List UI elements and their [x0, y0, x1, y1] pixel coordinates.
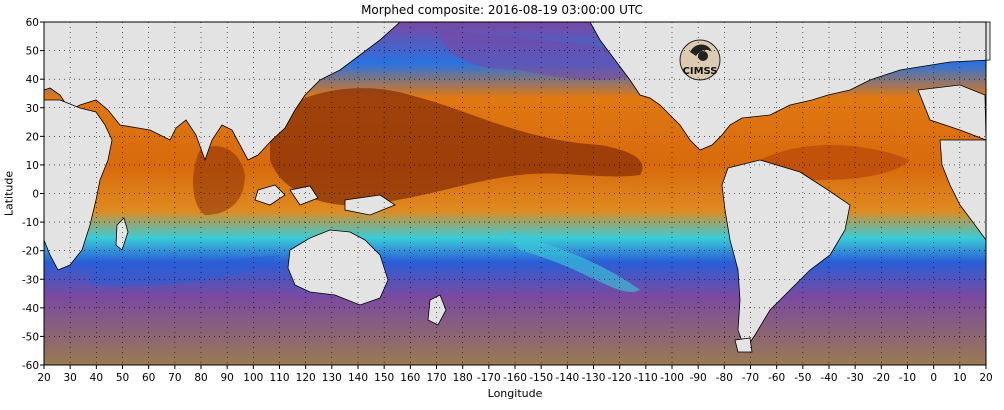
y-tick-label: -50: [22, 331, 39, 343]
x-tick-label: -80: [716, 372, 733, 384]
x-tick-label: 20: [37, 372, 50, 384]
x-tick-label: 60: [142, 372, 155, 384]
south-indian-moist-band: [90, 255, 280, 287]
x-tick-label: -140: [555, 372, 579, 384]
x-tick-label: 40: [90, 372, 103, 384]
eurasia-land: [43, 21, 402, 162]
x-tick-label: -160: [503, 372, 527, 384]
very-wet-region-pacific: [270, 88, 643, 206]
x-tick-label: -130: [582, 372, 606, 384]
x-tick-label: -60: [768, 372, 785, 384]
x-tick-label: 180: [453, 372, 473, 384]
y-tick-label: 40: [26, 74, 39, 86]
x-tick-label: 100: [243, 372, 263, 384]
north-pacific-dry: [440, 30, 660, 80]
y-tick-label: 30: [26, 103, 39, 115]
new-zealand-land: [427, 294, 447, 326]
x-tick-label: 110: [269, 372, 289, 384]
y-tick-label: 10: [26, 160, 39, 172]
x-tick-label: 20: [979, 372, 992, 384]
x-tick-label: 160: [400, 372, 420, 384]
africa-land: [43, 99, 113, 271]
y-tick-label: -40: [22, 303, 39, 315]
x-tick-label: -20: [873, 372, 890, 384]
x-tick-label: 120: [296, 372, 316, 384]
y-tick-labels: 60 50 40 30 20 10 0 -10 -20 -30 -40 -50 -60: [22, 17, 44, 372]
south-america-land: [721, 159, 851, 351]
x-tick-label: -70: [742, 372, 759, 384]
y-tick-label: -60: [22, 360, 39, 372]
x-tick-label: 10: [953, 372, 966, 384]
x-tick-label: 70: [168, 372, 181, 384]
map-plot-area: CIMSS: [43, 21, 991, 366]
x-tick-label: -110: [634, 372, 658, 384]
x-tick-label: 170: [426, 372, 446, 384]
y-tick-label: 60: [26, 17, 39, 29]
x-tick-label: -90: [690, 372, 707, 384]
very-wet-region-indian: [193, 146, 245, 215]
sumatra-land: [254, 184, 286, 206]
tierra-del-fuego-land: [734, 337, 753, 353]
x-tick-label: 50: [116, 372, 129, 384]
madagascar-land: [115, 217, 129, 251]
x-tick-label: -120: [608, 372, 632, 384]
x-tick-labels: 20 30 40 50 60 70 80 90 100 110 120 130 140 150 160 170…: [37, 365, 993, 384]
y-tick-label: 0: [32, 189, 39, 201]
x-tick-label: -100: [660, 372, 684, 384]
south-pacific-moist-streak: [500, 230, 640, 292]
map-title: Morphed composite: 2016-08-19 03:00:00 U…: [361, 3, 643, 17]
x-tick-label: -30: [847, 372, 864, 384]
x-tick-label: 30: [63, 372, 76, 384]
cimss-logo-text: CIMSS: [683, 66, 718, 77]
x-tick-label: -50: [794, 372, 811, 384]
x-tick-label: -170: [477, 372, 501, 384]
australia-land: [287, 229, 389, 306]
y-tick-label: -20: [22, 246, 39, 258]
x-tick-label: 130: [322, 372, 342, 384]
y-tick-label: -10: [22, 217, 39, 229]
x-tick-label: -150: [529, 372, 553, 384]
y-tick-label: 20: [26, 131, 39, 143]
x-tick-label: 80: [194, 372, 207, 384]
cimss-logo: CIMSS: [679, 39, 721, 81]
x-tick-label: 90: [220, 372, 233, 384]
x-tick-label: 0: [930, 372, 937, 384]
x-tick-label: 140: [348, 372, 368, 384]
borneo-land: [289, 185, 319, 206]
x-tick-label: -40: [820, 372, 837, 384]
y-tick-label: 50: [26, 46, 39, 58]
land-masses: [43, 21, 991, 353]
y-tick-label: -30: [22, 274, 39, 286]
x-tick-label: 150: [374, 372, 394, 384]
lat-lon-grid: [44, 22, 986, 365]
x-tick-label: -10: [899, 372, 916, 384]
x-axis-label: Longitude: [487, 387, 543, 400]
new-guinea-land: [344, 194, 396, 216]
